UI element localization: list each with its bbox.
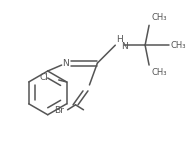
Text: H: H <box>116 35 123 44</box>
Text: CH₃: CH₃ <box>151 13 167 22</box>
Text: CH₃: CH₃ <box>151 68 167 77</box>
Text: Cl: Cl <box>40 73 49 83</box>
Text: CH₃: CH₃ <box>171 41 186 50</box>
Text: Br: Br <box>54 106 64 115</box>
Text: N: N <box>62 59 69 67</box>
Text: N: N <box>121 42 128 51</box>
